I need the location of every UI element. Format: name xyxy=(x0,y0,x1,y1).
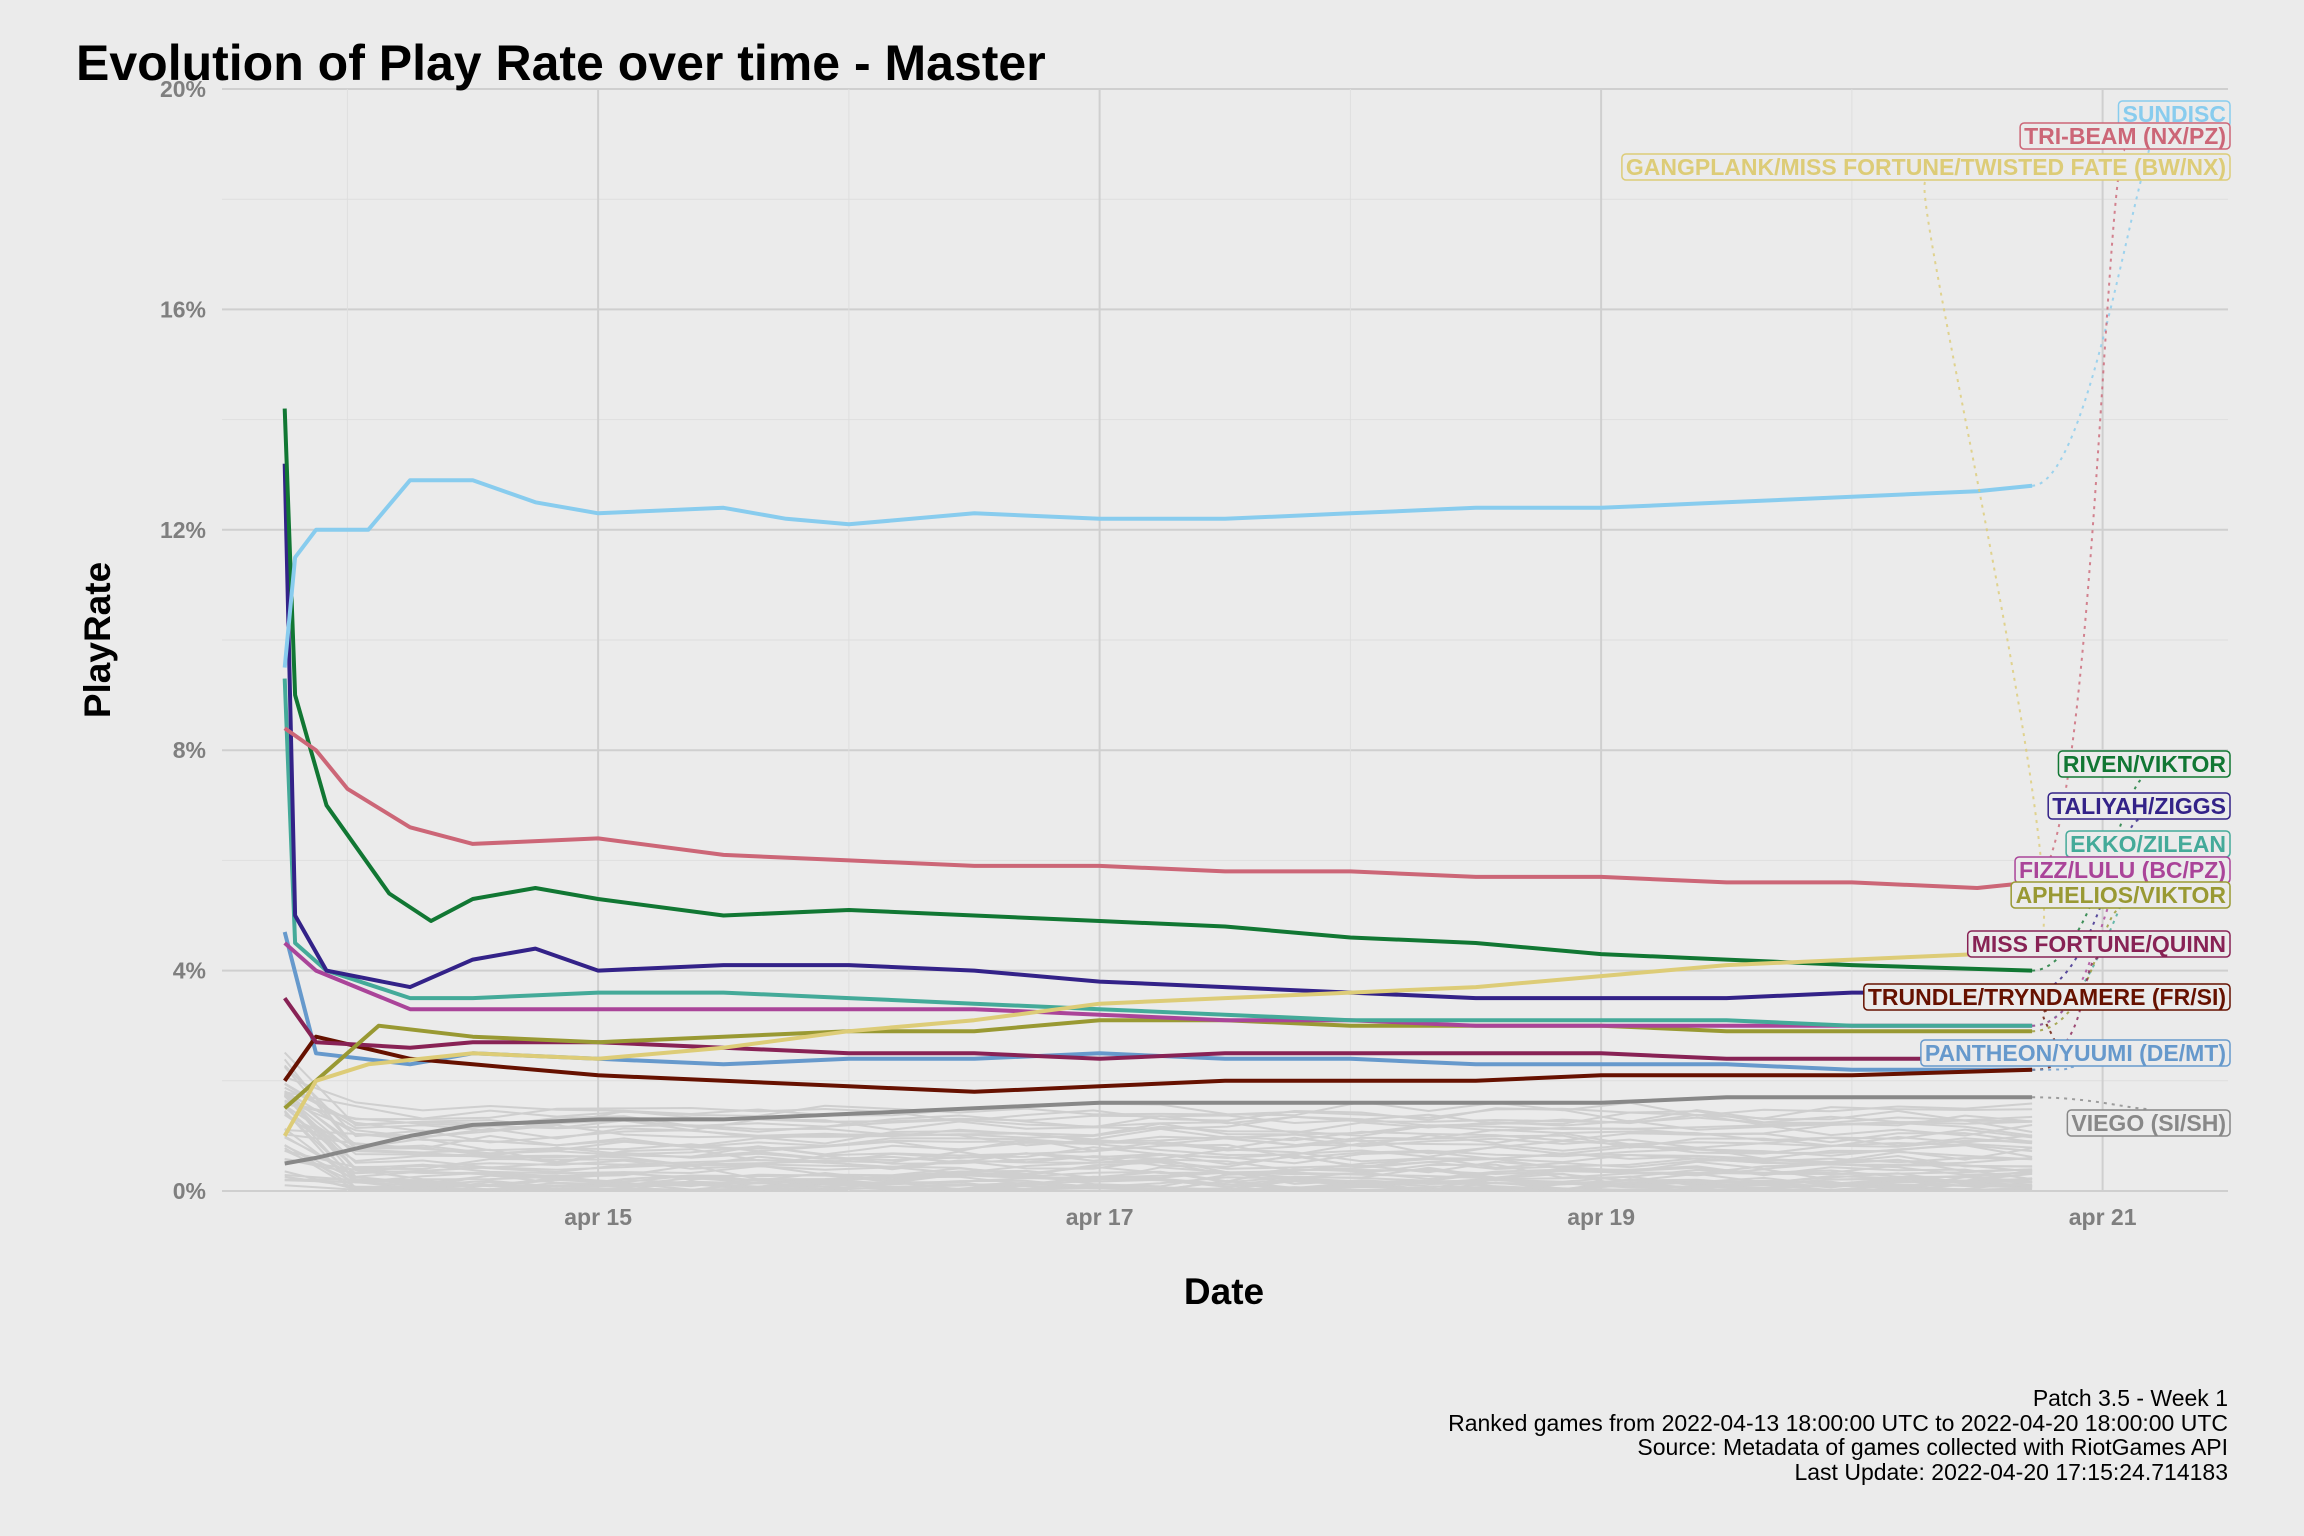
y-tick-label: 8% xyxy=(173,737,206,763)
series-label-box xyxy=(1966,930,2231,958)
series-label: APHELIOS/VIKTOR xyxy=(2016,882,2227,908)
axis-tick-labels: 0% 4% 8% 12% 16% 20% apr 15 apr 17 apr 19 apr 21 xyxy=(160,76,2137,1230)
background-series-line xyxy=(284,1113,2033,1164)
y-tick-label: 4% xyxy=(173,958,206,984)
series-line xyxy=(282,952,2033,1137)
y-tick-label: 16% xyxy=(160,296,206,322)
leader-line xyxy=(2032,819,2140,994)
background-series-line xyxy=(284,1091,2033,1120)
leader-line xyxy=(1923,180,2046,956)
series-label: PANTHEON/YUUMI (DE/MT) xyxy=(1925,1040,2226,1066)
series-label-box xyxy=(2057,750,2231,778)
background-series-line xyxy=(284,1090,2033,1160)
series-label-box xyxy=(2010,881,2231,909)
label-leader-lines xyxy=(1923,127,2161,1110)
x-tick-label: apr 21 xyxy=(2069,1204,2137,1230)
series-label-box xyxy=(1920,1039,2231,1067)
background-series-line xyxy=(284,1083,2033,1134)
series-label: RIVEN/VIKTOR xyxy=(2063,751,2227,777)
leader-line xyxy=(2032,127,2161,487)
series-label: MISS FORTUNE/QUINN xyxy=(1972,931,2226,957)
series-label-box xyxy=(1863,983,2231,1011)
series-line xyxy=(282,678,2033,1028)
series-line xyxy=(282,463,2033,1001)
leader-line xyxy=(2032,1096,2149,1110)
x-tick-label: apr 19 xyxy=(1567,1204,1635,1230)
series-line xyxy=(283,1034,2033,1094)
series-label: EKKO/ZILEAN xyxy=(2070,831,2226,857)
caption-update: Last Update: 2022-04-20 17:15:24.714183 xyxy=(1794,1458,2228,1485)
x-tick-label: apr 15 xyxy=(564,1204,632,1230)
leader-line xyxy=(2032,908,2121,1033)
caption-patch: Patch 3.5 - Week 1 xyxy=(2032,1385,2228,1411)
series-label: TRI-BEAM (NX/PZ) xyxy=(2024,123,2226,149)
caption-range: Ranked games from 2022-04-13 18:00:00 UT… xyxy=(1448,1409,2228,1436)
series-label: GANGPLANK/MISS FORTUNE/TWISTED FATE (BW/… xyxy=(1626,154,2226,180)
background-series-line xyxy=(284,1104,2033,1162)
x-axis-title: Date xyxy=(1184,1271,1264,1312)
caption-source: Source: Metadata of games collected with… xyxy=(1637,1434,2228,1460)
y-tick-label: 20% xyxy=(160,76,206,102)
leader-line xyxy=(2031,149,2127,884)
series-line xyxy=(284,1095,2033,1166)
background-series-line xyxy=(284,1100,2033,1123)
background-series-line xyxy=(284,1136,2033,1175)
chart-title: Evolution of Play Rate over time - Maste… xyxy=(76,35,1046,91)
series-label: TALIYAH/ZIGGS xyxy=(2052,793,2226,819)
background-series-line xyxy=(283,1103,2033,1188)
series-line xyxy=(282,408,2033,973)
series-line xyxy=(283,1018,2033,1110)
series-label: FIZZ/LULU (BC/PZ) xyxy=(2019,857,2226,883)
x-tick-label: apr 17 xyxy=(1066,1204,1134,1230)
series-line xyxy=(282,478,2033,668)
background-series-line xyxy=(284,1090,2033,1148)
series-label: VIEGO (SI/SH) xyxy=(2071,1110,2226,1136)
series-label-box xyxy=(1621,153,2231,181)
leader-line xyxy=(2032,777,2145,972)
y-tick-label: 0% xyxy=(173,1178,206,1204)
y-axis-title: PlayRate xyxy=(77,562,118,718)
series-line xyxy=(283,996,2033,1061)
chart-caption: Patch 3.5 - Week 1 Ranked games from 202… xyxy=(1448,1386,2228,1484)
series-lines xyxy=(282,408,2033,1166)
background-series-line xyxy=(284,1092,2033,1157)
series-label-box xyxy=(2066,1109,2231,1137)
leader-line xyxy=(2032,1066,2076,1071)
series-line xyxy=(283,726,2033,890)
series-label-box xyxy=(2019,122,2231,150)
y-tick-label: 12% xyxy=(160,517,206,543)
series-label-box xyxy=(2047,792,2231,820)
background-series-line xyxy=(283,1058,2033,1153)
background-series-line xyxy=(284,1106,2033,1177)
series-label: TRUNDLE/TRYNDAMERE (FR/SI) xyxy=(1868,984,2226,1010)
